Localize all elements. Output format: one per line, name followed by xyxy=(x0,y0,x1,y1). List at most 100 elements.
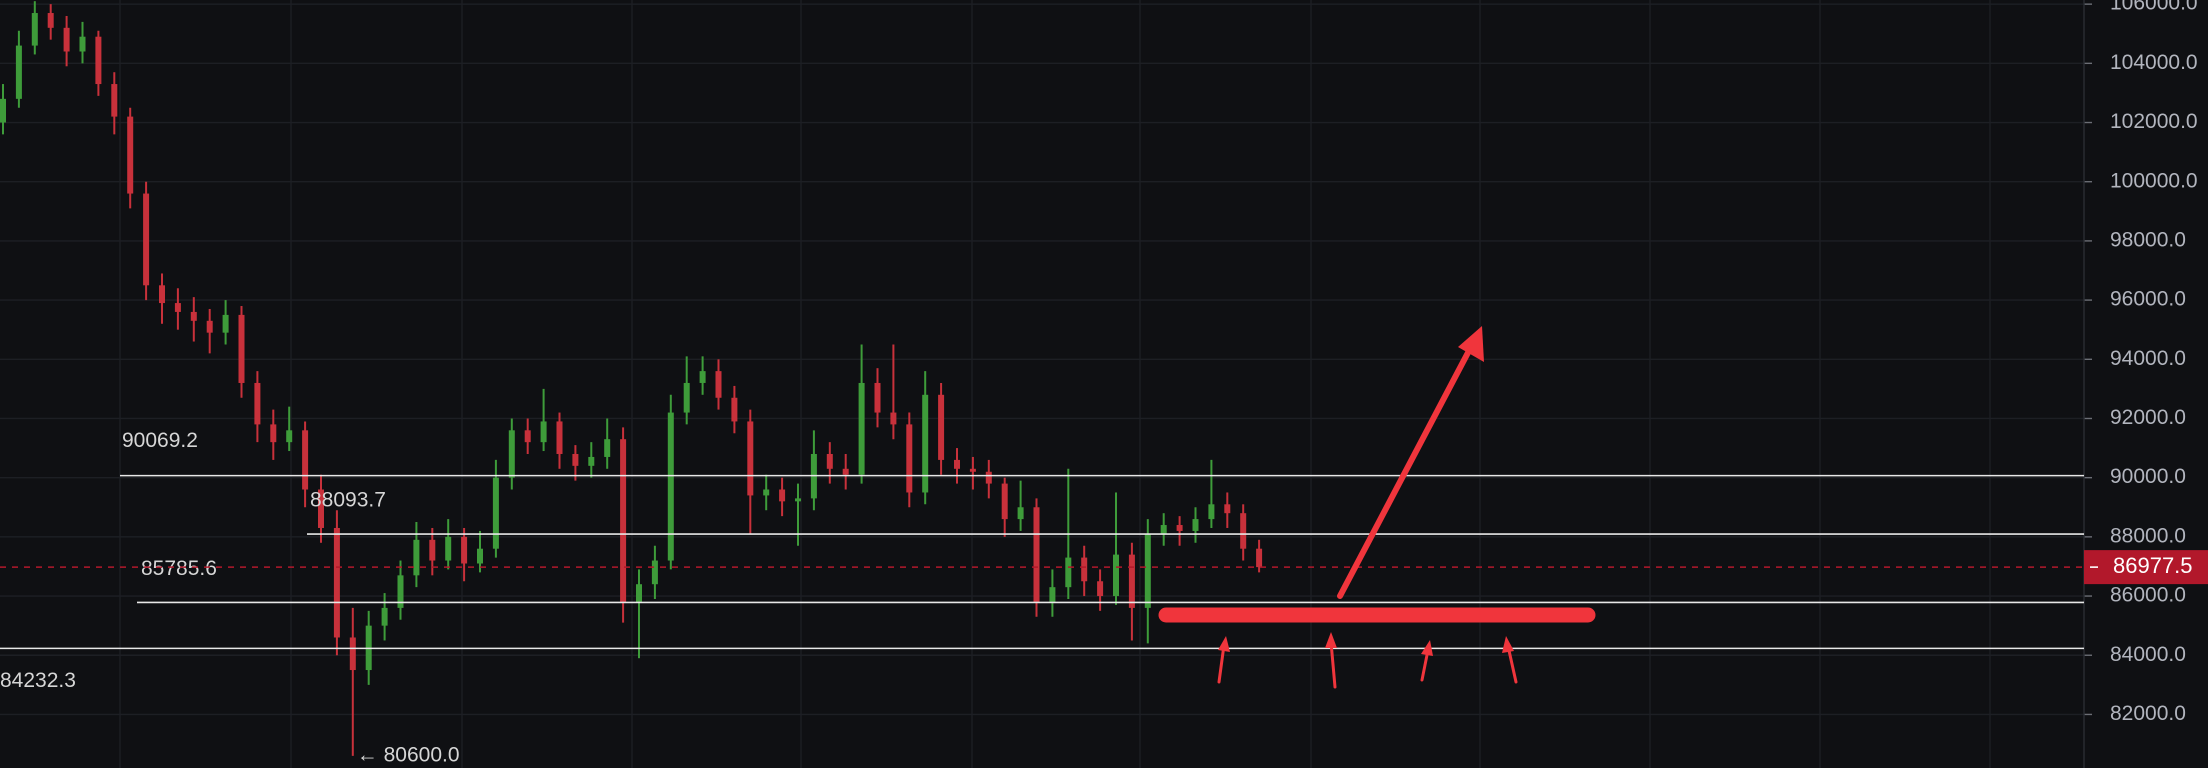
candle-body xyxy=(1128,554,1135,608)
candle-body xyxy=(0,98,6,123)
y-tick-label: 104000.0 xyxy=(2110,51,2198,74)
candle-body xyxy=(238,314,245,383)
candle-body xyxy=(63,27,70,52)
candle-body xyxy=(349,637,356,671)
candle-body xyxy=(651,560,658,585)
candle-body xyxy=(206,320,213,333)
candle-body xyxy=(524,430,531,443)
candle-body xyxy=(922,394,929,493)
candle-body xyxy=(127,116,134,194)
candle-body xyxy=(826,453,833,469)
candle-body xyxy=(143,193,150,286)
y-tick-label: 84000.0 xyxy=(2110,643,2186,666)
candle-body xyxy=(159,285,165,304)
annotations xyxy=(1158,326,1596,689)
candle-body xyxy=(715,371,722,398)
candle-body xyxy=(461,536,468,564)
candle-body xyxy=(572,453,579,466)
candle-body xyxy=(47,13,54,28)
candle-body xyxy=(540,421,547,443)
candle-body xyxy=(492,477,499,549)
y-tick-label: 86000.0 xyxy=(2110,584,2186,607)
small-arrows xyxy=(1217,632,1518,689)
candle-body xyxy=(508,430,515,478)
y-tick-label: 96000.0 xyxy=(2110,288,2186,311)
candle-body xyxy=(95,36,102,85)
candle-body xyxy=(747,421,754,496)
y-tick-label: 90000.0 xyxy=(2110,465,2186,488)
candle-body xyxy=(445,536,452,561)
level-label: 84232.3 xyxy=(0,669,76,692)
candle-body xyxy=(842,468,849,475)
candle-body xyxy=(333,527,340,638)
y-tick-label: 92000.0 xyxy=(2110,406,2186,429)
candle-body xyxy=(604,439,611,457)
candle-body xyxy=(174,303,181,312)
candle-body xyxy=(270,424,277,443)
candle-body xyxy=(397,575,404,608)
candle-body xyxy=(1001,483,1008,520)
candle-body xyxy=(254,382,261,425)
candle-body xyxy=(1224,504,1231,514)
level-label: 90069.2 xyxy=(122,429,198,452)
candle-body xyxy=(381,607,388,626)
candle-body xyxy=(620,439,627,602)
current-price-label: 86977.5 xyxy=(2113,553,2193,578)
candle-body xyxy=(1033,507,1040,602)
candle-body xyxy=(985,471,992,484)
y-tick-label: 106000.0 xyxy=(2110,0,2198,15)
y-tick-label: 100000.0 xyxy=(2110,169,2198,192)
small-arrow-head xyxy=(1218,636,1230,652)
candle-body xyxy=(588,456,595,466)
time-grid xyxy=(119,0,1991,768)
candle-body xyxy=(79,36,86,52)
candle-body xyxy=(779,489,786,502)
candle-body xyxy=(683,382,690,413)
small-arrow xyxy=(1329,640,1337,689)
candle-body xyxy=(1256,548,1263,568)
y-tick-label: 98000.0 xyxy=(2110,228,2186,251)
small-arrow-head xyxy=(1325,632,1337,648)
current-price-box xyxy=(2084,550,2208,585)
small-arrow xyxy=(1506,644,1518,684)
candle-body xyxy=(1049,587,1056,602)
candle-body xyxy=(15,45,22,99)
candle-body xyxy=(731,397,738,422)
candle-body xyxy=(763,489,770,496)
y-tick-label: 94000.0 xyxy=(2110,347,2186,370)
candle-body xyxy=(938,394,945,460)
big-arrow xyxy=(1337,342,1475,599)
candle-body xyxy=(795,498,801,502)
candle-body xyxy=(1144,533,1151,608)
y-tick-label: 102000.0 xyxy=(2110,110,2198,133)
candle-body xyxy=(318,489,324,528)
small-arrow xyxy=(1217,643,1226,684)
candle-body xyxy=(429,539,436,561)
candle-body xyxy=(636,584,642,602)
candle-body xyxy=(699,371,706,383)
candle-body xyxy=(286,430,293,443)
candle-body xyxy=(1097,581,1104,597)
candle-body xyxy=(1240,513,1247,549)
candle-body xyxy=(1017,507,1024,520)
candle-body xyxy=(413,539,420,576)
candle-body xyxy=(1081,557,1088,582)
candle-body xyxy=(1176,525,1183,531)
candle-body xyxy=(190,311,197,321)
candle-body xyxy=(890,412,897,425)
candle-body xyxy=(556,421,563,454)
low-marker-label: ← 80600.0 xyxy=(357,743,460,766)
candle-body xyxy=(1065,557,1072,588)
candle-body xyxy=(1113,554,1119,597)
candle-body xyxy=(477,548,483,564)
candle-body xyxy=(874,382,881,413)
level-label: 88093.7 xyxy=(310,489,386,512)
small-arrow-head xyxy=(1421,640,1433,656)
candle-body xyxy=(954,459,960,469)
candle-body xyxy=(667,412,674,561)
candle-body xyxy=(222,314,229,333)
big-arrow-head xyxy=(1458,326,1484,362)
